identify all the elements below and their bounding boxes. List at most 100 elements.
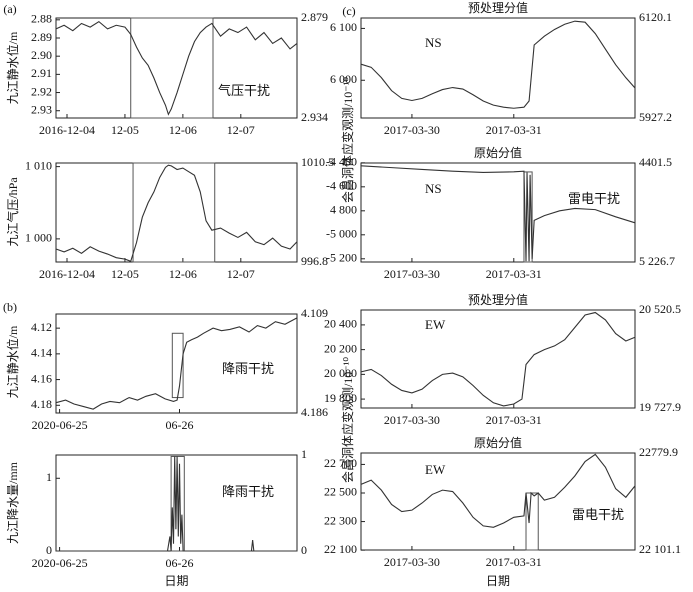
interference-box [525,492,539,551]
y-tick-label: 4 800 [330,203,357,217]
x-tick-label: 12-07 [227,123,255,137]
plot-frame [360,309,636,409]
y2-tick-label: 1010.5 [301,155,334,169]
plot-frame [55,17,298,119]
y-tick-label: 20 000 [324,366,357,380]
x-tick-label: 2020-06-25 [32,556,88,570]
x-axis-label: 日期 [486,574,510,588]
y-tick-label: 22 500 [324,485,357,499]
x-tick-label: 12-06 [169,123,197,137]
x-tick-label: 2020-06-25 [32,418,88,432]
interference-box [130,17,214,119]
y2-tick-label: 4.109 [301,306,328,320]
y-tick-label: 6 100 [330,20,357,34]
data-line [360,165,636,262]
x-tick-label: 2016-12-04 [39,267,95,281]
y-tick-label: 2.93 [31,102,52,116]
y-tick-label: -5 000 [326,227,357,241]
y-tick-label: 1 [46,470,52,484]
y-tick-label: -5 200 [326,251,357,265]
annotation: 降雨干扰 [222,484,274,499]
y2-tick-label: 5 226.7 [639,254,675,268]
data-line [56,456,297,552]
y-axis-label: 会昌洞体应变观测/10⁻¹⁰ [340,77,355,203]
y-tick-label: -4 600 [326,179,357,193]
annotation: 气压干扰 [218,83,270,98]
data-line [55,164,298,262]
interference-box [170,455,185,552]
annotation: EW [425,317,446,332]
y-tick-label: 22 300 [324,513,357,527]
y-tick-label: 2.92 [31,84,52,98]
y2-tick-label: 19 727.9 [639,400,681,414]
plot-frame [55,313,298,414]
annotation: EW [425,462,446,477]
x-tick-label: 12-05 [111,267,139,281]
y-tick-label: 4.18 [31,397,52,411]
y2-tick-label: 5927.2 [639,110,672,124]
annotation: NS [425,181,442,196]
data-line [360,311,636,407]
y-axis-label: 九江气压/hPa [5,177,20,247]
panel-title: 预处理分值 [468,292,528,307]
x-tick-label: 2017-03-30 [384,555,440,569]
y2-tick-label: 20 520.5 [639,302,681,316]
y-tick-label: -4 400 [326,155,357,169]
y2-tick-label: 2.879 [301,10,328,24]
y-axis-label: 九江降水量/mm [6,461,20,544]
x-tick-label: 12-07 [227,267,255,281]
panel-title: 原始分值 [474,145,522,160]
annotation: 雷电干扰 [568,191,620,206]
interference-box [523,171,533,263]
x-tick-label: 2017-03-30 [384,413,440,427]
y-tick-label: 22 700 [324,456,357,470]
y2-tick-label: 2.934 [301,110,328,124]
x-tick-label: 12-06 [169,267,197,281]
x-tick-label: 12-05 [111,123,139,137]
y-tick-label: 2.91 [31,66,52,80]
y-tick-label: 1 010 [25,158,52,172]
data-line [360,20,636,109]
x-tick-label: 2017-03-31 [486,555,542,569]
y-axis-label: 九江静水位/m [5,31,20,104]
annotation: 雷电干扰 [572,507,624,522]
plot-frame [360,162,636,263]
x-tick-label: 06-26 [165,418,193,432]
y-axis-label: 会昌洞体应变观测/10⁻¹⁰ [340,357,355,483]
y-tick-label: 2.90 [31,48,52,62]
annotation: 降雨干扰 [222,361,274,376]
panel-title: 预处理分值 [468,0,528,15]
x-tick-label: 2017-03-31 [486,413,542,427]
y2-tick-label: 0 [301,543,307,557]
y-tick-label: 20 400 [324,317,357,331]
y-tick-label: 2.89 [31,30,52,44]
x-tick-label: 2017-03-30 [384,267,440,281]
panel-label: (b) [3,300,17,314]
y2-tick-label: 1 [301,447,307,461]
panel-title: 原始分值 [474,435,522,450]
plot-frame [360,452,636,551]
y-tick-label: 19 800 [324,391,357,405]
x-tick-label: 2016-12-04 [39,123,95,137]
y2-tick-label: 6120.1 [639,10,672,24]
y-tick-label: 4.16 [31,371,52,385]
y-axis-label: 九江静水位/m [5,325,20,398]
x-axis-label: 日期 [164,574,188,588]
data-line [55,20,298,116]
x-tick-label: 06-26 [165,556,193,570]
y-tick-label: 6 000 [330,72,357,86]
x-tick-label: 2017-03-30 [384,123,440,137]
y2-tick-label: 4.186 [301,405,328,419]
y-tick-label: 2.88 [31,12,52,26]
y2-tick-label: 996.8 [301,254,328,268]
y-tick-label: 0 [46,543,52,557]
plot-frame [55,162,298,263]
plot-frame [360,17,636,119]
y-tick-label: 4.14 [31,346,52,360]
y2-tick-label: 22779.9 [639,445,678,459]
y-tick-label: 1 000 [25,231,52,245]
y2-tick-label: 22 101.1 [639,542,681,556]
y-tick-label: 20 200 [324,341,357,355]
y-tick-label: 22 100 [324,542,357,556]
